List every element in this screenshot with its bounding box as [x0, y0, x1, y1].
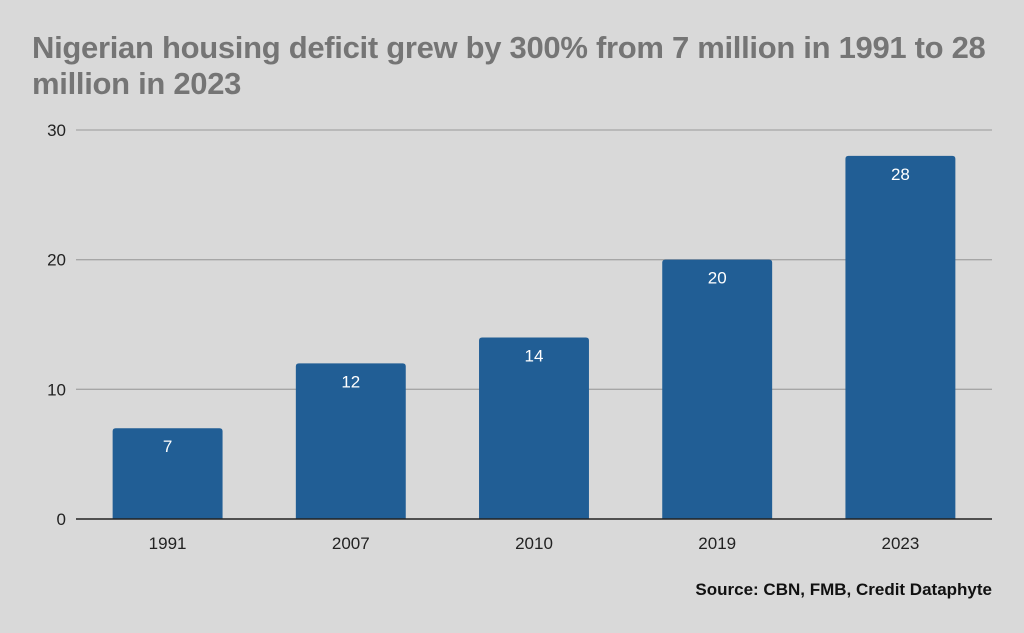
x-tick-label: 2010: [515, 534, 553, 553]
x-tick-label: 2007: [332, 534, 370, 553]
bar: [112, 428, 223, 519]
x-tick-label: 2023: [881, 534, 919, 553]
chart-title: Nigerian housing deficit grew by 300% fr…: [32, 30, 986, 101]
y-tick-label: 30: [47, 121, 66, 140]
x-tick-label: 2019: [698, 534, 736, 553]
source-note: Source: CBN, FMB, Credit Dataphyte: [695, 580, 992, 599]
y-tick-label: 10: [47, 380, 66, 399]
data-label: 12: [341, 372, 360, 391]
data-label: 28: [891, 165, 910, 184]
bar: [662, 259, 773, 519]
data-label: 14: [525, 346, 544, 365]
x-tick-label: 1991: [149, 534, 187, 553]
data-label: 20: [708, 269, 727, 288]
bar: [479, 337, 589, 519]
bar: [295, 363, 406, 519]
y-tick-label: 0: [57, 510, 66, 529]
bar: [845, 155, 956, 519]
data-label: 7: [163, 437, 172, 456]
y-tick-label: 20: [47, 251, 66, 270]
